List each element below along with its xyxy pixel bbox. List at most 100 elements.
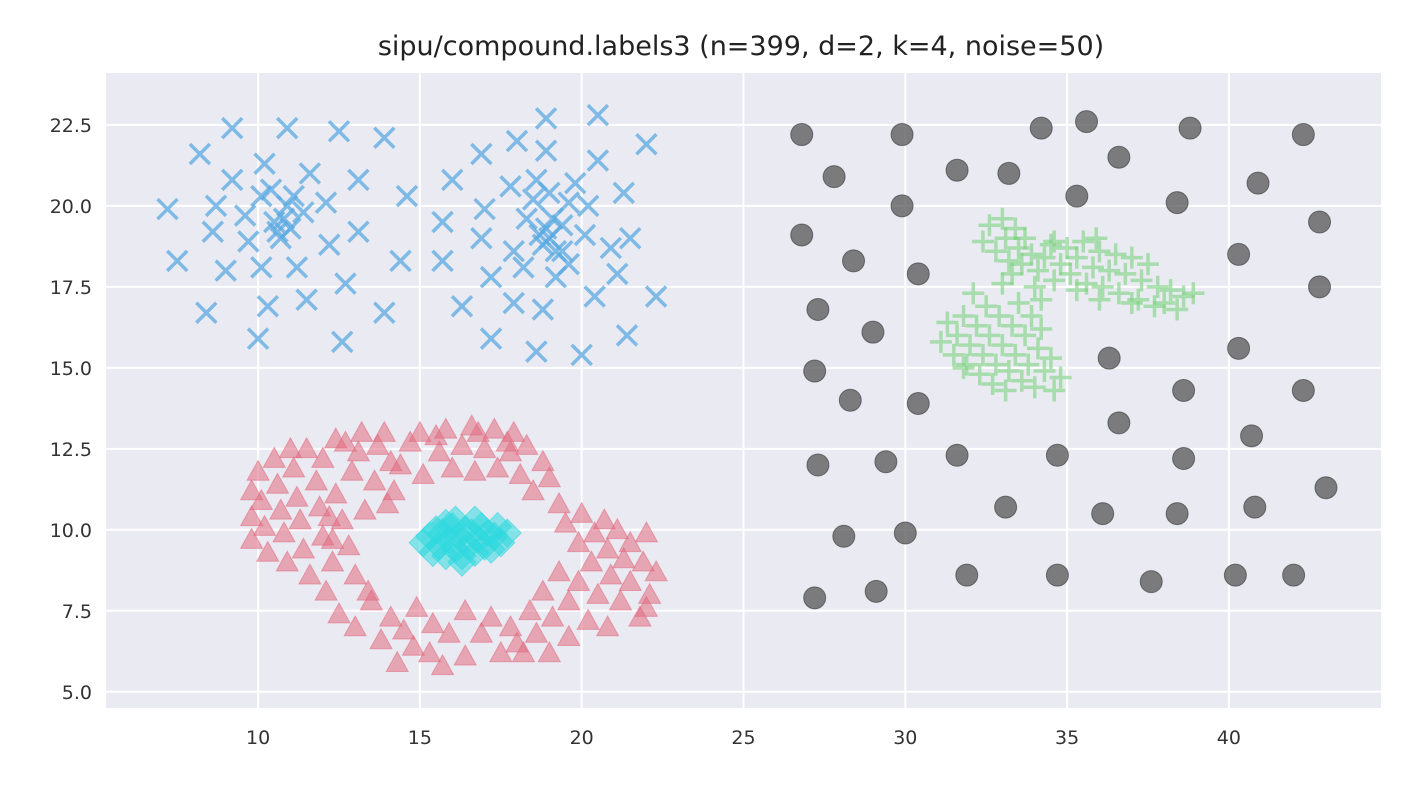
data-point	[1153, 292, 1176, 315]
data-point	[1033, 246, 1056, 269]
data-point	[806, 453, 830, 477]
data-point	[890, 123, 914, 147]
data-point	[505, 129, 529, 153]
data-point	[1137, 253, 1160, 276]
data-point	[1172, 285, 1195, 308]
data-point	[365, 433, 390, 455]
data-point	[1098, 259, 1121, 282]
data-point	[246, 459, 270, 481]
data-point	[250, 256, 273, 279]
data-point	[984, 353, 1007, 376]
data-point	[411, 462, 435, 485]
data-point	[250, 184, 273, 208]
data-point	[298, 162, 322, 185]
data-point	[214, 259, 237, 282]
data-point	[343, 563, 368, 585]
data-point	[505, 631, 529, 653]
data-point	[929, 330, 952, 353]
data-point	[285, 256, 309, 279]
data-point	[634, 595, 659, 617]
data-point	[389, 249, 412, 273]
data-point	[1039, 347, 1062, 370]
data-point	[537, 465, 562, 488]
data-point	[463, 459, 487, 481]
data-point	[1240, 424, 1264, 448]
data-point	[586, 103, 610, 127]
data-point	[936, 311, 959, 334]
series-x	[156, 103, 668, 367]
data-point	[320, 550, 345, 572]
data-point	[404, 595, 429, 617]
data-point	[314, 191, 338, 214]
data-point	[281, 456, 306, 478]
data-point	[440, 456, 465, 478]
data-point	[1085, 227, 1108, 250]
data-point	[1091, 275, 1114, 298]
data-point	[978, 324, 1001, 347]
data-point	[1065, 279, 1088, 302]
data-point	[498, 614, 523, 637]
data-point	[521, 478, 546, 501]
data-point	[1049, 253, 1072, 276]
data-point	[608, 589, 633, 611]
data-point	[1030, 317, 1053, 340]
data-point	[237, 230, 260, 253]
data-point	[975, 295, 998, 318]
data-point	[333, 430, 358, 452]
data-point	[1165, 502, 1189, 526]
data-point	[239, 504, 264, 527]
data-point	[298, 563, 322, 585]
data-point	[1049, 366, 1072, 389]
y-tick-label: 5.0	[62, 682, 92, 704]
data-point	[1043, 230, 1066, 253]
data-point	[275, 550, 300, 572]
data-point	[239, 478, 264, 501]
data-point	[945, 158, 969, 182]
data-point	[1043, 269, 1066, 292]
data-point	[424, 423, 448, 446]
data-point	[495, 430, 520, 452]
y-tick-label: 15.0	[50, 358, 92, 380]
data-point	[838, 388, 862, 412]
data-point	[890, 194, 914, 218]
data-point	[1026, 337, 1049, 360]
series-plus	[929, 207, 1205, 402]
data-point	[1166, 298, 1189, 321]
data-point	[1246, 171, 1270, 195]
data-point	[864, 579, 888, 603]
data-point	[619, 226, 642, 250]
data-point	[1004, 343, 1027, 366]
x-tick-label: 15	[408, 727, 432, 749]
data-point	[453, 644, 478, 666]
data-point	[955, 353, 978, 376]
data-point	[1104, 243, 1127, 266]
data-point	[1033, 360, 1056, 383]
data-point	[968, 363, 991, 386]
data-point	[362, 469, 387, 491]
x-tick-label: 10	[246, 727, 270, 749]
data-point	[1146, 275, 1169, 298]
data-point	[385, 650, 410, 672]
data-point	[292, 201, 315, 224]
data-point	[570, 343, 593, 367]
data-point	[1020, 243, 1043, 266]
x-tick-label: 20	[570, 727, 594, 749]
data-point	[579, 550, 604, 572]
y-tick-label: 10.0	[50, 520, 92, 542]
data-point	[1107, 282, 1130, 305]
data-point	[521, 188, 545, 211]
data-point	[378, 605, 403, 627]
series-diamond	[408, 505, 522, 577]
data-point	[275, 116, 299, 140]
data-point	[563, 171, 587, 195]
data-point	[259, 178, 283, 201]
data-point	[253, 152, 276, 175]
data-point	[499, 175, 522, 198]
data-point	[1075, 110, 1099, 134]
data-point	[965, 314, 988, 337]
data-point	[524, 621, 549, 643]
data-point	[408, 420, 432, 442]
data-point	[256, 295, 280, 318]
data-point	[249, 488, 274, 510]
data-point	[874, 450, 898, 474]
